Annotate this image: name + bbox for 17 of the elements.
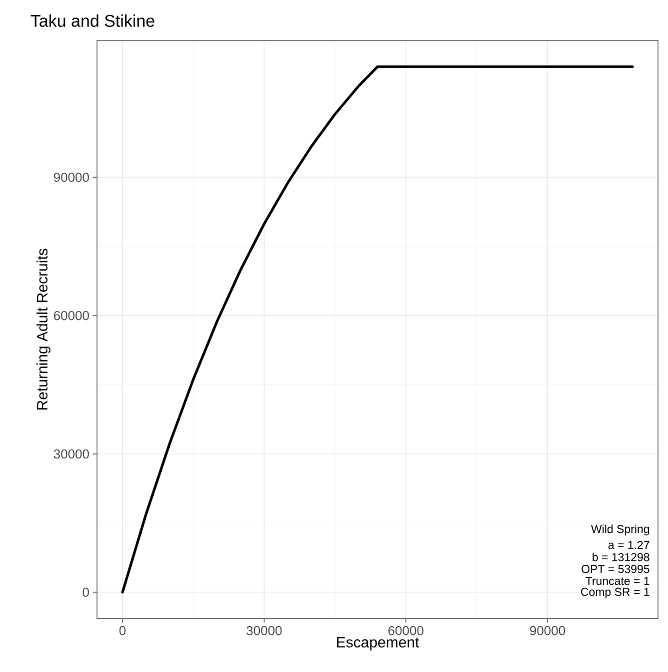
x-axis-title: Escapement xyxy=(337,637,420,650)
y-tick-label: 0 xyxy=(82,588,89,597)
x-tick-label: 90000 xyxy=(530,626,566,636)
annotation: Wild Spring xyxy=(591,524,650,536)
annotation: Truncate = 1 xyxy=(586,576,650,586)
chart-title: Taku and Stikine xyxy=(30,14,154,27)
x-tick-label: 0 xyxy=(119,626,126,636)
annotation: OPT = 53995 xyxy=(582,564,650,574)
x-tick-label: 30000 xyxy=(246,626,282,636)
annotation: b = 131298 xyxy=(592,552,650,562)
annotation: Comp SR = 1 xyxy=(581,588,650,598)
x-tick-label: 60000 xyxy=(388,626,424,636)
y-tick-label: 30000 xyxy=(54,449,89,459)
annotation: a = 1.27 xyxy=(608,540,650,550)
y-tick-label: 60000 xyxy=(54,311,89,320)
y-tick-label: 90000 xyxy=(54,172,89,182)
y-axis-title: Returning Adult Recruits xyxy=(36,248,50,410)
